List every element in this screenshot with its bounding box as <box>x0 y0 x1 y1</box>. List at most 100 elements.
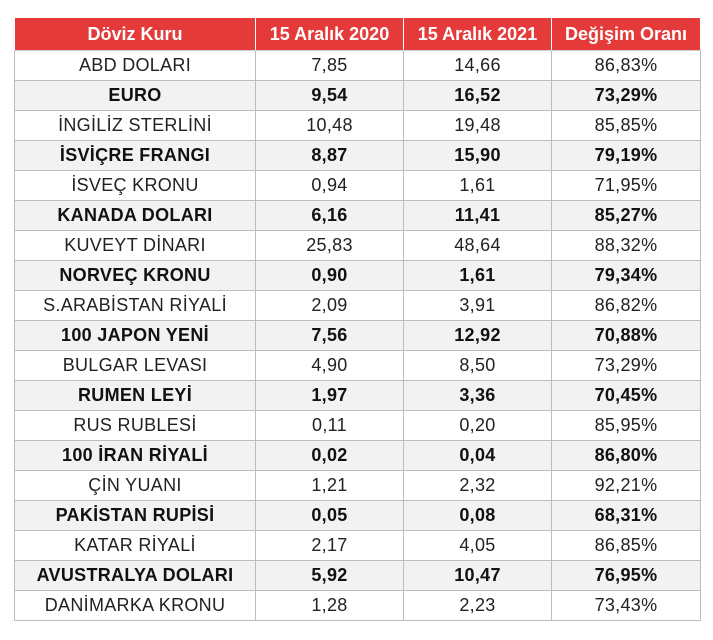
value-2020-cell: 1,21 <box>255 470 404 501</box>
change-rate-cell: 71,95% <box>551 170 701 201</box>
table-body: ABD DOLARI 7,85 14,66 86,83% EURO 9,54 16,52 73… <box>14 50 701 621</box>
currency-cell: RUMEN LEYİ <box>14 380 256 411</box>
table-row: RUS RUBLESİ 0,11 0,20 85,95% <box>14 410 701 441</box>
value-2020-cell: 1,97 <box>255 380 404 411</box>
change-rate-cell: 86,83% <box>551 50 701 81</box>
change-rate-cell: 86,85% <box>551 530 701 561</box>
table-row: ÇİN YUANI 1,21 2,32 92,21% <box>14 470 701 501</box>
value-2020-cell: 1,28 <box>255 590 404 621</box>
table-row: KANADA DOLARI 6,16 11,41 85,27% <box>14 200 701 231</box>
header-2021: 15 Aralık 2021 <box>403 17 552 51</box>
currency-cell: NORVEÇ KRONU <box>14 260 256 291</box>
value-2021-cell: 1,61 <box>403 170 552 201</box>
value-2021-cell: 1,61 <box>403 260 552 291</box>
table-header: Döviz Kuru 15 Aralık 2020 15 Aralık 2021… <box>14 17 701 51</box>
value-2020-cell: 6,16 <box>255 200 404 231</box>
table-row: 100 JAPON YENİ 7,56 12,92 70,88% <box>14 320 701 351</box>
value-2021-cell: 4,05 <box>403 530 552 561</box>
change-rate-cell: 76,95% <box>551 560 701 591</box>
header-change: Değişim Oranı <box>551 17 701 51</box>
change-rate-cell: 85,95% <box>551 410 701 441</box>
table-row: KUVEYT DİNARI 25,83 48,64 88,32% <box>14 230 701 261</box>
value-2020-cell: 7,56 <box>255 320 404 351</box>
value-2021-cell: 14,66 <box>403 50 552 81</box>
currency-cell: İSVEÇ KRONU <box>14 170 256 201</box>
currency-cell: KUVEYT DİNARI <box>14 230 256 261</box>
value-2021-cell: 12,92 <box>403 320 552 351</box>
header-row: Döviz Kuru 15 Aralık 2020 15 Aralık 2021… <box>14 17 701 51</box>
table-row: İNGİLİZ STERLİNİ 10,48 19,48 85,85% <box>14 110 701 141</box>
value-2021-cell: 3,36 <box>403 380 552 411</box>
table-row: İSVEÇ KRONU 0,94 1,61 71,95% <box>14 170 701 201</box>
table-row: AVUSTRALYA DOLARI 5,92 10,47 76,95% <box>14 560 701 591</box>
value-2020-cell: 2,09 <box>255 290 404 321</box>
change-rate-cell: 68,31% <box>551 500 701 531</box>
currency-cell: İNGİLİZ STERLİNİ <box>14 110 256 141</box>
value-2020-cell: 7,85 <box>255 50 404 81</box>
value-2020-cell: 0,05 <box>255 500 404 531</box>
currency-cell: ÇİN YUANI <box>14 470 256 501</box>
table-row: S.ARABİSTAN RİYALİ 2,09 3,91 86,82% <box>14 290 701 321</box>
value-2020-cell: 5,92 <box>255 560 404 591</box>
value-2021-cell: 2,32 <box>403 470 552 501</box>
value-2020-cell: 10,48 <box>255 110 404 141</box>
currency-cell: DANİMARKA KRONU <box>14 590 256 621</box>
value-2020-cell: 0,90 <box>255 260 404 291</box>
table-row: EURO 9,54 16,52 73,29% <box>14 80 701 111</box>
exchange-rate-table-container: Döviz Kuru 15 Aralık 2020 15 Aralık 2021… <box>14 17 701 621</box>
change-rate-cell: 73,29% <box>551 80 701 111</box>
value-2021-cell: 11,41 <box>403 200 552 231</box>
change-rate-cell: 73,29% <box>551 350 701 381</box>
value-2021-cell: 0,04 <box>403 440 552 471</box>
currency-cell: EURO <box>14 80 256 111</box>
currency-cell: KANADA DOLARI <box>14 200 256 231</box>
value-2021-cell: 16,52 <box>403 80 552 111</box>
exchange-rate-table: Döviz Kuru 15 Aralık 2020 15 Aralık 2021… <box>14 17 701 621</box>
table-row: 100 İRAN RİYALİ 0,02 0,04 86,80% <box>14 440 701 471</box>
value-2020-cell: 25,83 <box>255 230 404 261</box>
currency-cell: 100 JAPON YENİ <box>14 320 256 351</box>
table-row: PAKİSTAN RUPİSİ 0,05 0,08 68,31% <box>14 500 701 531</box>
value-2020-cell: 0,02 <box>255 440 404 471</box>
table-row: KATAR RİYALİ 2,17 4,05 86,85% <box>14 530 701 561</box>
value-2020-cell: 8,87 <box>255 140 404 171</box>
header-2020: 15 Aralık 2020 <box>255 17 404 51</box>
table-row: RUMEN LEYİ 1,97 3,36 70,45% <box>14 380 701 411</box>
change-rate-cell: 86,80% <box>551 440 701 471</box>
table-row: DANİMARKA KRONU 1,28 2,23 73,43% <box>14 590 701 621</box>
change-rate-cell: 92,21% <box>551 470 701 501</box>
currency-cell: S.ARABİSTAN RİYALİ <box>14 290 256 321</box>
value-2021-cell: 19,48 <box>403 110 552 141</box>
table-row: NORVEÇ KRONU 0,90 1,61 79,34% <box>14 260 701 291</box>
value-2021-cell: 0,08 <box>403 500 552 531</box>
table-row: ABD DOLARI 7,85 14,66 86,83% <box>14 50 701 81</box>
value-2020-cell: 2,17 <box>255 530 404 561</box>
change-rate-cell: 70,88% <box>551 320 701 351</box>
currency-cell: ABD DOLARI <box>14 50 256 81</box>
currency-cell: AVUSTRALYA DOLARI <box>14 560 256 591</box>
value-2021-cell: 2,23 <box>403 590 552 621</box>
currency-cell: KATAR RİYALİ <box>14 530 256 561</box>
change-rate-cell: 88,32% <box>551 230 701 261</box>
change-rate-cell: 79,19% <box>551 140 701 171</box>
change-rate-cell: 73,43% <box>551 590 701 621</box>
change-rate-cell: 85,27% <box>551 200 701 231</box>
currency-cell: RUS RUBLESİ <box>14 410 256 441</box>
value-2021-cell: 3,91 <box>403 290 552 321</box>
value-2020-cell: 4,90 <box>255 350 404 381</box>
table-row: İSVİÇRE FRANGI 8,87 15,90 79,19% <box>14 140 701 171</box>
change-rate-cell: 85,85% <box>551 110 701 141</box>
value-2021-cell: 10,47 <box>403 560 552 591</box>
currency-cell: PAKİSTAN RUPİSİ <box>14 500 256 531</box>
header-currency: Döviz Kuru <box>14 17 256 51</box>
table-row: BULGAR LEVASI 4,90 8,50 73,29% <box>14 350 701 381</box>
change-rate-cell: 70,45% <box>551 380 701 411</box>
currency-cell: BULGAR LEVASI <box>14 350 256 381</box>
value-2021-cell: 0,20 <box>403 410 552 441</box>
value-2021-cell: 15,90 <box>403 140 552 171</box>
currency-cell: 100 İRAN RİYALİ <box>14 440 256 471</box>
value-2021-cell: 48,64 <box>403 230 552 261</box>
value-2021-cell: 8,50 <box>403 350 552 381</box>
value-2020-cell: 0,94 <box>255 170 404 201</box>
value-2020-cell: 9,54 <box>255 80 404 111</box>
